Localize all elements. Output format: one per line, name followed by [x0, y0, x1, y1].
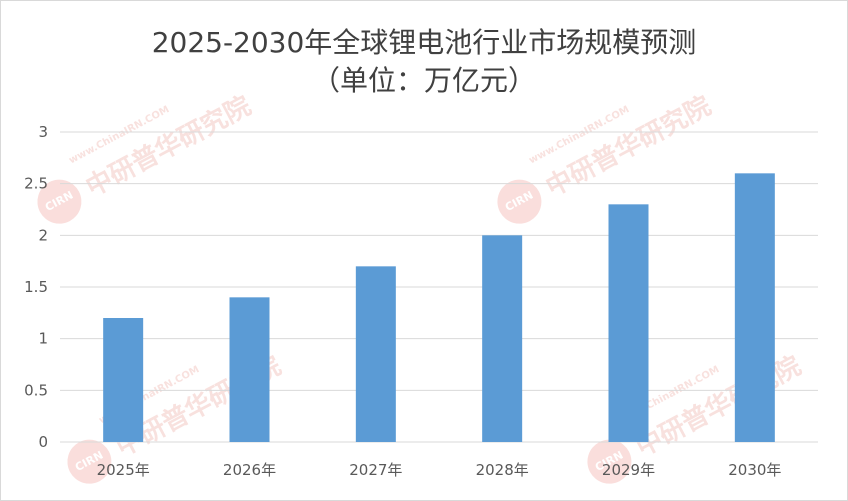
y-tick-label: 0.5	[24, 381, 48, 399]
x-tick-label: 2030年	[728, 461, 781, 479]
y-tick-label: 0	[38, 433, 48, 451]
x-tick-label: 2027年	[349, 461, 402, 479]
bar	[355, 266, 396, 442]
x-tick-label: 2025年	[97, 461, 150, 479]
y-tick-label: 1.5	[24, 278, 48, 296]
x-tick-label: 2029年	[602, 461, 655, 479]
y-tick-label: 1	[38, 330, 48, 348]
y-tick-label: 2	[38, 226, 48, 244]
chart-title-block: 2025-2030年全球锂电池行业市场规模预测 （单位：万亿元）	[0, 24, 848, 100]
x-tick-label: 2026年	[223, 461, 276, 479]
x-tick-label: 2028年	[476, 461, 529, 479]
bar	[734, 173, 775, 443]
bar	[608, 204, 649, 442]
bar	[482, 235, 523, 442]
chart-title: 2025-2030年全球锂电池行业市场规模预测	[151, 26, 697, 59]
y-tick-label: 2.5	[24, 175, 48, 193]
chart-subtitle: （单位：万亿元）	[311, 64, 536, 97]
y-tick-label: 3	[38, 123, 48, 141]
bar	[229, 297, 270, 442]
bar	[103, 318, 144, 442]
